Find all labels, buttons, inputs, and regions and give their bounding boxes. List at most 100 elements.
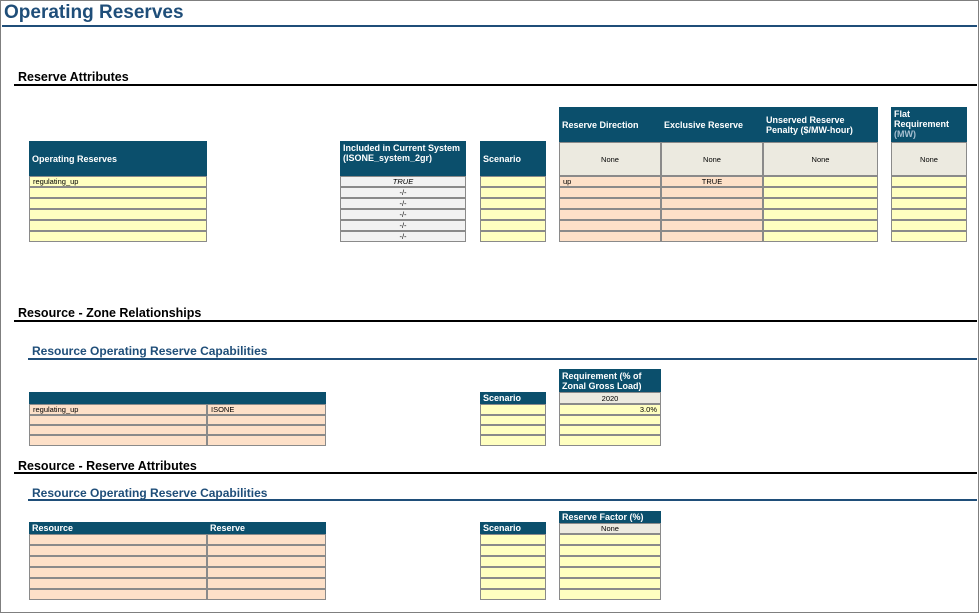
resource-header: Resource — [29, 522, 207, 534]
resource-cell[interactable] — [29, 556, 207, 567]
flat-requirement-label: Flat Requirement — [894, 109, 950, 129]
resource-cell[interactable] — [29, 578, 207, 589]
scenario-cell[interactable] — [480, 589, 546, 600]
reserve-factor-cell[interactable] — [559, 545, 661, 556]
operating-reserve-cell[interactable] — [29, 231, 207, 242]
reserve-direction-cell[interactable] — [559, 220, 661, 231]
flat-requirement-cell[interactable] — [891, 187, 967, 198]
reserve-factor-cell[interactable] — [559, 589, 661, 600]
unserved-penalty-cell[interactable] — [763, 220, 878, 231]
operating-reserve-cell[interactable] — [29, 220, 207, 231]
reserve-factor-cell[interactable] — [559, 567, 661, 578]
resource-zone-zone-cell[interactable]: ISONE — [207, 404, 326, 415]
scenario-cell[interactable] — [480, 187, 546, 198]
reserve-cell[interactable] — [207, 556, 326, 567]
reserve-direction-cell[interactable] — [559, 198, 661, 209]
unserved-penalty-cell[interactable] — [763, 176, 878, 187]
reserve-cell[interactable] — [207, 545, 326, 556]
scenario-cell[interactable] — [480, 415, 546, 425]
reserve-direction-cell[interactable]: up — [559, 176, 661, 187]
scenario-cell[interactable] — [480, 578, 546, 589]
resource-cell[interactable] — [29, 534, 207, 545]
scenario-header: Scenario — [480, 141, 546, 176]
reserve-cell[interactable] — [207, 589, 326, 600]
flat-requirement-cell[interactable] — [891, 231, 967, 242]
included-cell[interactable]: -/- — [340, 187, 466, 198]
flat-requirement-cell[interactable] — [891, 220, 967, 231]
flat-requirement-cell[interactable] — [891, 198, 967, 209]
reserve-scenario-column — [480, 534, 546, 600]
resource-zone-table: regulating_up ISONE — [29, 404, 326, 446]
reserve-factor-header: Reserve Factor (%) — [559, 511, 661, 523]
unserved-penalty-cell[interactable] — [763, 187, 878, 198]
reserve-cell[interactable] — [207, 567, 326, 578]
requirement-cell[interactable] — [559, 425, 661, 435]
flat-requirement-column — [891, 176, 967, 242]
unserved-penalty-cell[interactable] — [763, 209, 878, 220]
scenario-cell[interactable] — [480, 198, 546, 209]
resource-reserve-header-row: Resource Reserve — [29, 522, 326, 534]
reserve-direction-cell[interactable] — [559, 209, 661, 220]
unserved-penalty-subheader: None — [763, 142, 878, 176]
operating-reserve-cell[interactable] — [29, 187, 207, 198]
resource-zone-zone-cell[interactable] — [207, 415, 326, 425]
resource-zone-reserve-cell[interactable] — [29, 435, 207, 446]
exclusive-reserve-cell[interactable]: TRUE — [661, 176, 763, 187]
operating-reserve-cell[interactable] — [29, 209, 207, 220]
reserve-factor-cell[interactable] — [559, 534, 661, 545]
requirement-cell[interactable]: 3.0% — [559, 404, 661, 415]
resource-zone-zone-cell[interactable] — [207, 435, 326, 446]
scenario-cell[interactable] — [480, 231, 546, 242]
section-rule-reserve-attributes — [14, 84, 977, 86]
resource-cell[interactable] — [29, 567, 207, 578]
requirement-cell[interactable] — [559, 435, 661, 446]
exclusive-reserve-cell[interactable] — [661, 187, 763, 198]
resource-zone-reserve-cell[interactable] — [29, 425, 207, 435]
scenario-cell[interactable] — [480, 176, 546, 187]
reserve-factor-cell[interactable] — [559, 578, 661, 589]
operating-reserve-cell[interactable]: regulating_up — [29, 176, 207, 187]
requirement-cell[interactable] — [559, 415, 661, 425]
included-cell[interactable]: TRUE — [340, 176, 466, 187]
scenario-cell[interactable] — [480, 545, 546, 556]
resource-zone-reserve-cell[interactable]: regulating_up — [29, 404, 207, 415]
unserved-penalty-cell[interactable] — [763, 198, 878, 209]
exclusive-reserve-cell[interactable] — [661, 198, 763, 209]
flat-requirement-header: Flat Requirement (MW) — [891, 107, 967, 142]
reserve-factor-cell[interactable] — [559, 556, 661, 567]
subsection-title-resource-reserve: Resource Operating Reserve Capabilities — [32, 486, 268, 500]
unserved-penalty-cell[interactable] — [763, 231, 878, 242]
title-rule — [2, 25, 977, 27]
operating-reserve-cell[interactable] — [29, 198, 207, 209]
reserve-cell[interactable] — [207, 578, 326, 589]
included-cell[interactable]: -/- — [340, 198, 466, 209]
reserve-cell[interactable] — [207, 534, 326, 545]
resource-reserve-table — [29, 534, 326, 600]
scenario-cell[interactable] — [480, 556, 546, 567]
scenario-cell[interactable] — [480, 534, 546, 545]
scenario-cell[interactable] — [480, 220, 546, 231]
exclusive-reserve-cell[interactable] — [661, 231, 763, 242]
reserve-direction-cell[interactable] — [559, 231, 661, 242]
scenario-cell[interactable] — [480, 425, 546, 435]
reserve-direction-cell[interactable] — [559, 187, 661, 198]
resource-zone-zone-cell[interactable] — [207, 425, 326, 435]
resource-cell[interactable] — [29, 545, 207, 556]
included-in-system-header: Included in Current System (ISONE_system… — [340, 141, 466, 176]
section-title-resource-zone: Resource - Zone Relationships — [18, 306, 202, 320]
reserve-direction-header: Reserve Direction — [559, 107, 661, 142]
scenario-cell[interactable] — [480, 209, 546, 220]
exclusive-reserve-cell[interactable] — [661, 220, 763, 231]
resource-zone-reserve-cell[interactable] — [29, 415, 207, 425]
exclusive-reserve-subheader: None — [661, 142, 763, 176]
scenario-cell[interactable] — [480, 567, 546, 578]
included-cell[interactable]: -/- — [340, 231, 466, 242]
included-cell[interactable]: -/- — [340, 220, 466, 231]
flat-requirement-cell[interactable] — [891, 176, 967, 187]
included-cell[interactable]: -/- — [340, 209, 466, 220]
scenario-cell[interactable] — [480, 404, 546, 415]
flat-requirement-cell[interactable] — [891, 209, 967, 220]
resource-cell[interactable] — [29, 589, 207, 600]
scenario-cell[interactable] — [480, 435, 546, 446]
exclusive-reserve-cell[interactable] — [661, 209, 763, 220]
